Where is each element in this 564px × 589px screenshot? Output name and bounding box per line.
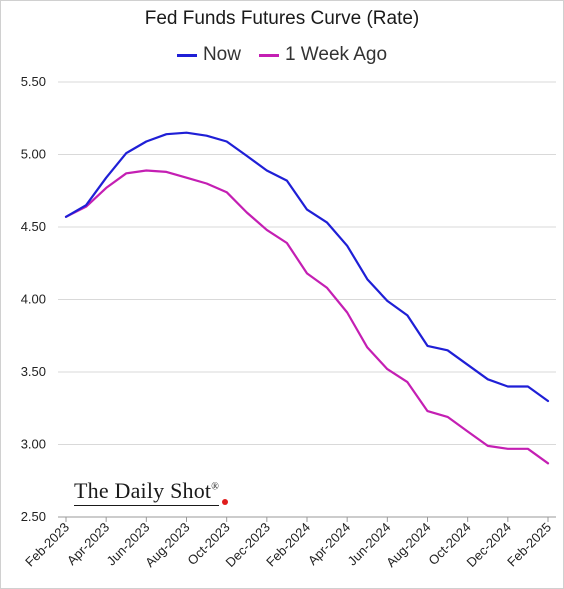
x-tick-label: Feb-2024 bbox=[263, 520, 313, 570]
y-tick-label: 5.50 bbox=[21, 74, 46, 89]
series-line-1-week-ago bbox=[64, 169, 550, 465]
y-tick-label: 4.50 bbox=[21, 219, 46, 234]
series-line-now bbox=[64, 131, 550, 403]
legend-label-now: Now bbox=[202, 44, 241, 65]
y-tick-label: 3.00 bbox=[21, 437, 46, 452]
y-tick-label: 5.00 bbox=[21, 147, 46, 162]
chart-title: Fed Funds Futures Curve (Rate) bbox=[144, 8, 420, 29]
x-tick-label: Aug-2023 bbox=[142, 520, 192, 570]
legend-label-1-week-ago: 1 Week Ago bbox=[284, 44, 388, 65]
legend-swatch-now bbox=[176, 53, 197, 57]
legend-item-1-week-ago: 1 Week Ago bbox=[258, 44, 388, 66]
x-tick-label: Feb-2025 bbox=[504, 520, 554, 570]
brand-registered-mark: ® bbox=[211, 481, 220, 493]
legend-swatch-1-week-ago bbox=[258, 53, 279, 57]
y-tick-label: 3.50 bbox=[21, 364, 46, 379]
x-tick-label: Feb-2023 bbox=[22, 520, 72, 570]
y-tick-label: 4.00 bbox=[21, 292, 46, 307]
y-tick-label: 2.50 bbox=[21, 509, 46, 524]
brand-logo: The Daily Shot® bbox=[74, 478, 220, 506]
brand-dot bbox=[222, 499, 228, 505]
x-tick-label: Aug-2024 bbox=[383, 520, 433, 570]
legend-item-now: Now bbox=[176, 44, 241, 66]
chart-legend: Now 1 Week Ago bbox=[0, 44, 564, 66]
brand-name: The Daily Shot bbox=[74, 478, 212, 503]
